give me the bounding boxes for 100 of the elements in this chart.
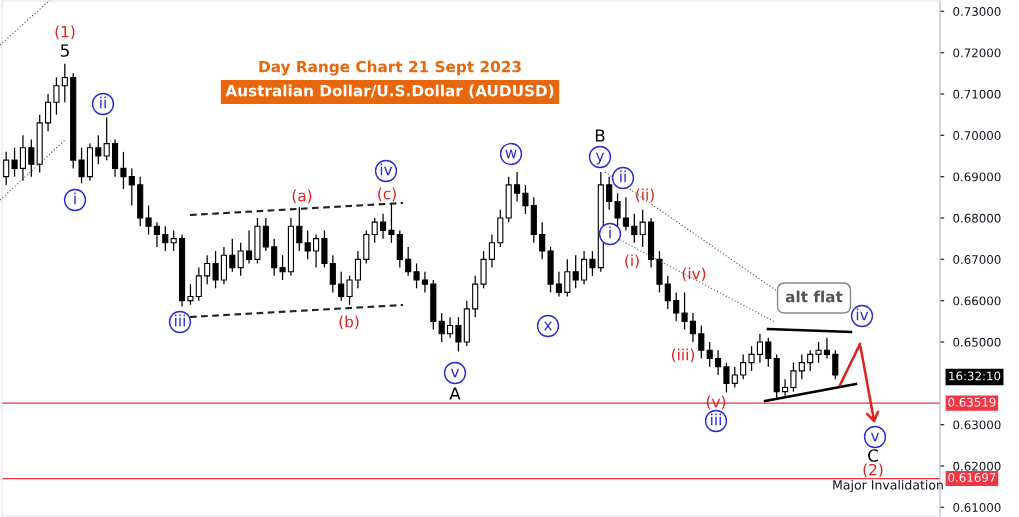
annotation: (iii) xyxy=(671,348,695,363)
candlestick xyxy=(103,116,110,161)
candlestick xyxy=(622,196,630,232)
y-tick-label: 0.70000 xyxy=(953,131,1001,140)
candlestick xyxy=(681,291,688,331)
y-tick-label: 0.72000 xyxy=(953,48,1001,58)
candlestick xyxy=(689,312,697,343)
candlestick xyxy=(539,221,546,260)
candlestick xyxy=(673,291,680,322)
annotation: iii xyxy=(175,314,185,327)
ref-line-label: 0.63519 xyxy=(948,397,996,407)
y-tick-label: 0.62000 xyxy=(953,461,1001,471)
candlestick xyxy=(229,238,236,273)
y-tick-label: 0.65000 xyxy=(953,337,1001,347)
candlestick xyxy=(748,345,755,372)
candlestick xyxy=(212,250,219,289)
candlestick xyxy=(807,349,814,372)
candlestick xyxy=(564,258,571,298)
candlestick xyxy=(28,138,35,178)
candlestick xyxy=(455,316,462,353)
annotation: iii xyxy=(711,413,721,426)
candlestick xyxy=(815,341,822,364)
text: 16:32:10 xyxy=(949,371,1001,381)
candlestick xyxy=(379,213,387,240)
annotation: Major Invalidation xyxy=(833,479,943,493)
candlestick xyxy=(589,250,596,277)
candlestick xyxy=(488,233,496,269)
candlestick xyxy=(765,337,772,368)
candlestick xyxy=(145,204,152,236)
candlestick xyxy=(388,202,395,244)
ref-line-label: 0.61697 xyxy=(948,473,996,482)
annotation: v xyxy=(450,368,460,378)
annotation: (b) xyxy=(339,315,359,330)
candlestick xyxy=(187,283,194,306)
candlestick xyxy=(3,151,10,186)
candlestick xyxy=(346,275,353,306)
y-tick-label: 0.69000 xyxy=(953,172,1001,182)
candlestick xyxy=(446,316,454,339)
text: Day Range Chart 21 Sept 2023 xyxy=(259,60,521,76)
candlestick xyxy=(580,250,588,285)
candlestick xyxy=(153,221,161,248)
candlestick xyxy=(631,213,638,244)
candlestick xyxy=(572,254,579,289)
annotation: (i) xyxy=(625,254,639,269)
annotation: ii xyxy=(620,170,626,183)
candlestick xyxy=(271,238,278,277)
annotation: (c) xyxy=(378,187,396,202)
annotation: alt flat xyxy=(785,290,843,303)
annotation: iv xyxy=(856,308,869,321)
annotation: ii xyxy=(100,96,106,109)
candlestick xyxy=(614,192,621,227)
y-tick-label: 0.73000 xyxy=(953,7,1001,16)
candlestick xyxy=(513,171,521,203)
candlestick xyxy=(522,184,529,215)
annotation: 5 xyxy=(60,44,69,57)
candlestick xyxy=(438,312,445,343)
annotation: (1) xyxy=(55,25,75,40)
candlestick xyxy=(606,176,613,211)
candlestick xyxy=(664,275,671,310)
annotation: C xyxy=(868,449,878,462)
annotation: i xyxy=(609,226,611,239)
candlestick xyxy=(312,233,320,269)
candlestick xyxy=(279,254,286,281)
candlestick xyxy=(413,262,420,289)
candlestick xyxy=(11,147,18,178)
candlestick xyxy=(296,206,303,252)
y-tick-label: 0.71000 xyxy=(953,89,1001,99)
candlestick xyxy=(555,271,563,298)
candlestick xyxy=(19,134,27,182)
candlestick xyxy=(405,246,412,277)
candlestick xyxy=(371,217,378,244)
y-tick-label: 0.67000 xyxy=(953,255,1001,264)
annotation: (ii) xyxy=(636,188,654,203)
candlestick xyxy=(262,217,269,252)
candlestick xyxy=(204,254,211,285)
candlestick xyxy=(706,341,713,368)
candlestick xyxy=(128,167,135,207)
y-tick-label: 0.66000 xyxy=(953,296,1001,306)
candlestick xyxy=(790,362,797,393)
annotation: (2) xyxy=(863,463,883,478)
y-tick-label: 0.68000 xyxy=(953,213,1001,223)
annotation: y xyxy=(595,152,605,165)
y-tick-label: 0.61000 xyxy=(953,503,1001,512)
candlestick xyxy=(723,362,730,394)
candlestick xyxy=(120,151,127,190)
candlestick xyxy=(698,324,705,360)
candlestick xyxy=(245,229,253,265)
annotation: x xyxy=(543,321,553,331)
candlestick xyxy=(354,250,362,289)
candlestick xyxy=(44,93,52,132)
annotation: v xyxy=(870,432,880,442)
annotation: B xyxy=(595,129,605,142)
text: Australian Dollar/U.S.Dollar (AUDUSD) xyxy=(225,84,554,99)
candlestick xyxy=(338,271,345,302)
candlestick xyxy=(823,337,831,360)
candlestick xyxy=(714,349,722,376)
candlestick xyxy=(421,271,429,294)
candlestick xyxy=(162,225,169,252)
candlestick xyxy=(798,353,805,380)
annotation: w xyxy=(505,149,517,159)
